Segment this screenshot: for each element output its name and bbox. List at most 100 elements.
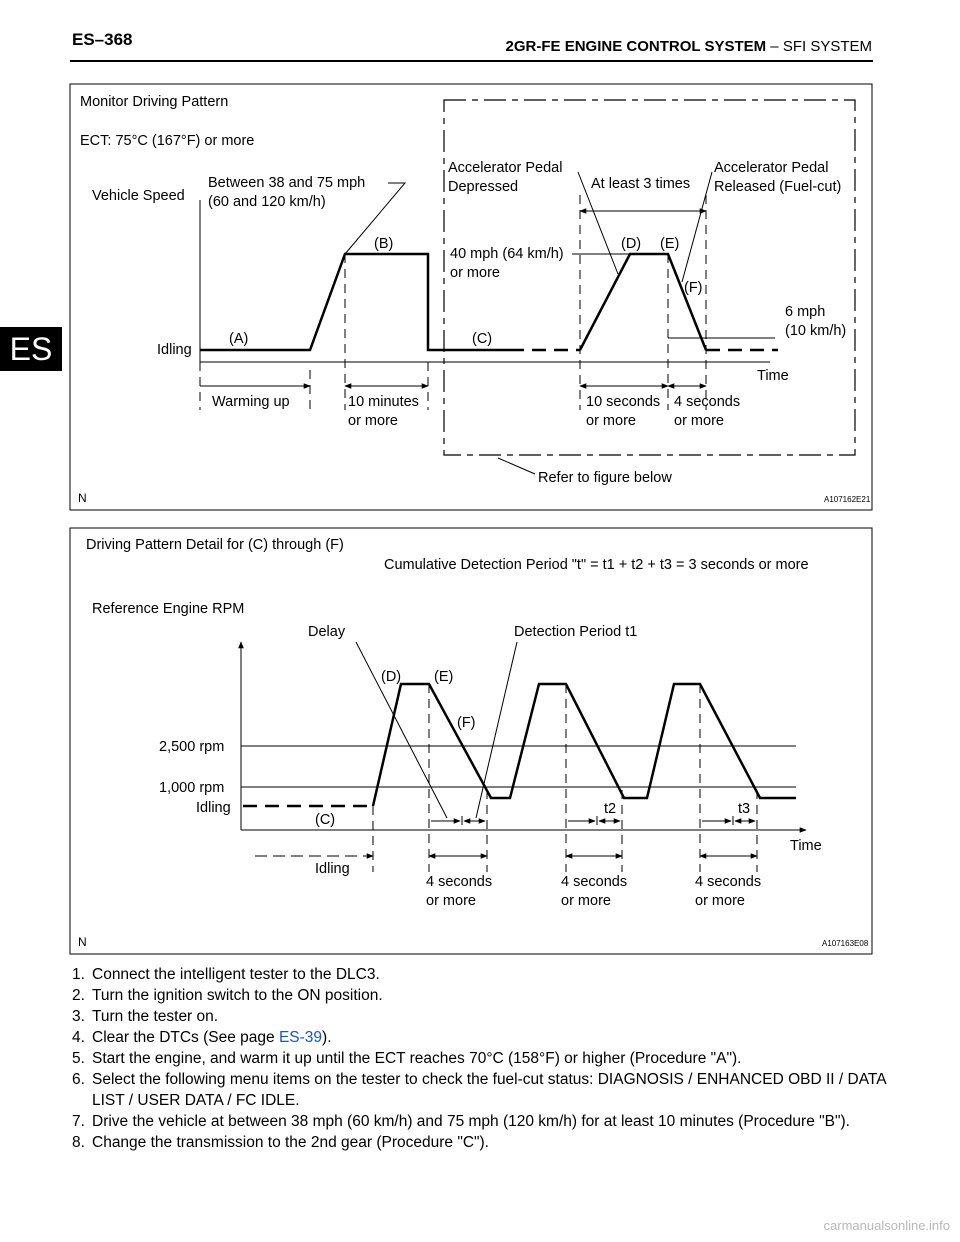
t3-label: t3: [738, 801, 750, 817]
step-number: 2.: [72, 987, 85, 1004]
figure2-id: A107163E08: [822, 939, 869, 948]
rpm-2500-label: 2,500 rpm: [159, 739, 224, 755]
t2-label: t2: [604, 801, 616, 817]
step-text: Start the engine, and warm it up until t…: [92, 1050, 742, 1067]
step-item: 6. Select the following menu items on the…: [72, 1069, 892, 1111]
label-d: (D): [621, 236, 641, 252]
four-seconds-3-line2: or more: [695, 893, 745, 909]
figure1-frame: [69, 83, 873, 511]
step-number: 6.: [72, 1071, 85, 1088]
label-e: (E): [660, 236, 679, 252]
procedure-steps: 1. Connect the intelligent tester to the …: [72, 964, 892, 1153]
four-seconds-1-line2: or more: [426, 893, 476, 909]
label-f: (F): [684, 280, 703, 296]
ten-seconds-line2: or more: [586, 413, 636, 429]
label-b: (B): [374, 236, 393, 252]
figure1-title: Monitor Driving Pattern: [80, 94, 228, 110]
label-d-2: (D): [381, 669, 401, 685]
at-least-3-times: At least 3 times: [591, 176, 690, 192]
label-a: (A): [229, 331, 248, 347]
step-number: 5.: [72, 1050, 85, 1067]
header-subtitle: – SFI SYSTEM: [766, 38, 872, 55]
step-number: 4.: [72, 1029, 85, 1046]
delay-label: Delay: [308, 624, 346, 640]
figure2-frame: [69, 527, 873, 955]
forty-mph-line2: or more: [450, 265, 500, 281]
speed-range-leader: [344, 182, 407, 255]
forty-mph-line1: 40 mph (64 km/h): [450, 246, 564, 262]
time-label-2: Time: [790, 838, 822, 854]
vehicle-speed-label: Vehicle Speed: [92, 188, 185, 204]
figures-canvas: Monitor Driving Pattern ECT: 75°C (167°F…: [69, 83, 873, 955]
delay-leader: [355, 641, 448, 819]
ect-condition: ECT: 75°C (167°F) or more: [80, 133, 254, 149]
step-number: 3.: [72, 1008, 85, 1025]
idling-label-2: Idling: [196, 800, 231, 816]
step-item: 8. Change the transmission to the 2nd gea…: [72, 1132, 892, 1153]
rpm-trace: [371, 682, 796, 807]
step-item: 5. Start the engine, and warm it up until…: [72, 1048, 892, 1069]
figure2-n: N: [78, 935, 87, 949]
speed-range-line1: Between 38 and 75 mph: [208, 175, 365, 191]
figure1-id: A107162E21: [824, 495, 871, 504]
figure1-guides: [199, 195, 707, 410]
refer-figure-below: Refer to figure below: [538, 470, 672, 486]
four-seconds-1-line1: 4 seconds: [426, 874, 492, 890]
pedal-depressed-line2: Depressed: [448, 179, 518, 195]
step-text-pre: Clear the DTCs (See page: [92, 1029, 279, 1046]
figure-driving-pattern-detail: Driving Pattern Detail for (C) through (…: [69, 527, 873, 955]
label-f-2: (F): [457, 715, 476, 731]
step-text-post: ).: [322, 1029, 332, 1046]
step-number: 7.: [72, 1113, 85, 1130]
step-number: 1.: [72, 966, 85, 983]
page-header: 2GR-FE ENGINE CONTROL SYSTEM – SFI SYSTE…: [0, 38, 872, 55]
pedal-depressed-leader: [577, 171, 619, 275]
speed-range-line2: (60 and 120 km/h): [208, 194, 326, 210]
header-rule: [70, 60, 873, 62]
step-text: Change the transmission to the 2nd gear …: [92, 1134, 489, 1151]
step-text: Drive the vehicle at between 38 mph (60 …: [92, 1113, 850, 1130]
ten-minutes-line2: or more: [348, 413, 398, 429]
step-item: 3. Turn the tester on.: [72, 1006, 892, 1027]
four-seconds-2-line2: or more: [561, 893, 611, 909]
step-item: 7. Drive the vehicle at between 38 mph (6…: [72, 1111, 892, 1132]
reference-rpm: Reference Engine RPM: [92, 601, 244, 617]
warming-up-label: Warming up: [212, 394, 290, 410]
pedal-released-leader: [681, 171, 713, 283]
idling-label: Idling: [157, 342, 192, 358]
four-seconds-2-line1: 4 seconds: [561, 874, 627, 890]
time-label: Time: [757, 368, 789, 384]
step-item: 2. Turn the ignition switch to the ON pos…: [72, 985, 892, 1006]
dashed-detail-region: [443, 99, 856, 456]
label-c: (C): [472, 331, 492, 347]
idling-bottom-label: Idling: [315, 861, 350, 877]
es-39-link[interactable]: ES-39: [278, 1029, 323, 1046]
figure2-title: Driving Pattern Detail for (C) through (…: [86, 537, 344, 553]
pedal-released-line2: Released (Fuel-cut): [714, 179, 841, 195]
figure2-guides: [372, 684, 758, 872]
label-c-2: (C): [315, 812, 335, 828]
speed-trace-a-b: [200, 252, 510, 352]
four-seconds-line1: 4 seconds: [674, 394, 740, 410]
six-mph-line2: (10 km/h): [785, 323, 846, 339]
step-text: Connect the intelligent tester to the DL…: [92, 966, 380, 983]
speed-trace-d-e-f: [578, 252, 708, 351]
step-text: Turn the ignition switch to the ON posit…: [92, 987, 383, 1004]
header-title: 2GR-FE ENGINE CONTROL SYSTEM: [505, 38, 767, 55]
figure-monitor-driving-pattern: Monitor Driving Pattern ECT: 75°C (167°F…: [69, 83, 873, 511]
six-mph-line1: 6 mph: [785, 304, 825, 320]
label-e-2: (E): [434, 669, 453, 685]
pedal-released-line1: Accelerator Pedal: [714, 160, 828, 176]
figure1-n: N: [78, 491, 87, 505]
detection-leader: [475, 641, 518, 819]
four-seconds-line2: or more: [674, 413, 724, 429]
section-tab: ES: [0, 327, 62, 371]
step-text: Select the following menu items on the t…: [92, 1071, 886, 1109]
watermark: carmanualsonline.info: [823, 1218, 950, 1233]
refer-leader: [497, 457, 536, 475]
step-text: Turn the tester on.: [92, 1008, 219, 1025]
page-code: ES–368: [72, 30, 133, 49]
step-number: 8.: [72, 1134, 85, 1151]
pedal-depressed-line1: Accelerator Pedal: [448, 160, 562, 176]
four-seconds-3-line1: 4 seconds: [695, 874, 761, 890]
